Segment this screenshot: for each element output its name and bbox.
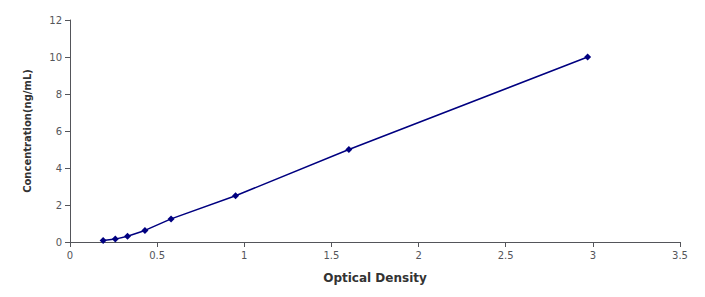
- svg-text:12: 12: [49, 15, 62, 26]
- svg-text:2: 2: [56, 200, 62, 211]
- svg-text:2: 2: [415, 250, 421, 261]
- svg-text:10: 10: [49, 52, 62, 63]
- svg-text:6: 6: [56, 126, 62, 137]
- svg-text:2.5: 2.5: [498, 250, 514, 261]
- svg-text:Optical Density: Optical Density: [323, 271, 427, 285]
- svg-text:1: 1: [241, 250, 247, 261]
- svg-text:0: 0: [67, 250, 73, 261]
- svg-text:Concentration(ng/mL): Concentration(ng/mL): [22, 69, 33, 193]
- svg-text:3.5: 3.5: [672, 250, 688, 261]
- svg-text:3: 3: [590, 250, 596, 261]
- svg-text:0: 0: [56, 237, 62, 248]
- svg-text:1.5: 1.5: [323, 250, 339, 261]
- svg-text:8: 8: [56, 89, 62, 100]
- svg-text:4: 4: [56, 163, 62, 174]
- svg-text:0.5: 0.5: [149, 250, 165, 261]
